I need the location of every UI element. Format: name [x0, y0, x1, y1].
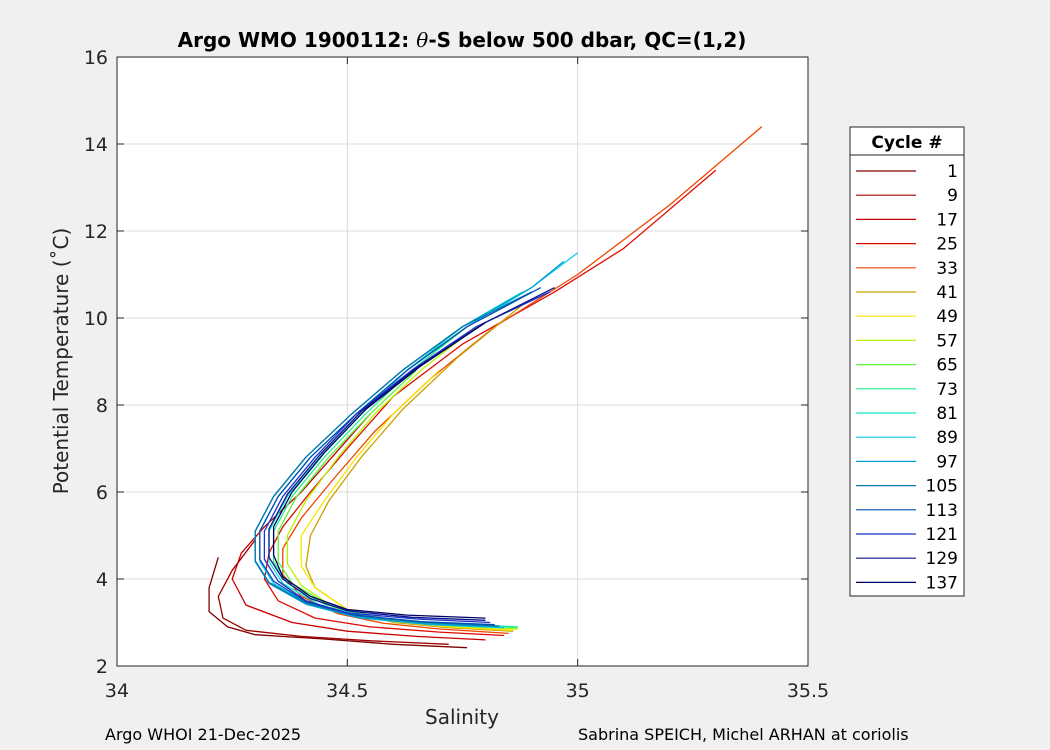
series-line-cycle-105: [254, 291, 532, 627]
legend-label-81: 81: [936, 404, 958, 424]
legend-label-105: 105: [926, 477, 958, 497]
y-tick-label: 4: [96, 569, 108, 591]
x-axis-label: Salinity: [425, 705, 499, 729]
legend-entries: 1 9 17 25 33 41 49 57 65 73 81 89 97 105 113 121 129 137: [856, 162, 958, 593]
y-tick-label: 16: [84, 47, 108, 69]
footer-right: Sabrina SPEICH, Michel ARHAN at coriolis: [578, 725, 909, 744]
y-axis: 2 4 6 8 10 12 14 16: [84, 47, 808, 678]
chart-title-prefix: Argo WMO 1900112:: [178, 28, 417, 52]
series-line-cycle-1: [208, 557, 468, 649]
legend-label-129: 129: [926, 549, 958, 569]
series-line-cycle-25: [263, 169, 717, 637]
chart-title-suffix: -S below 500 dbar, QC=(1,2): [428, 28, 746, 52]
y-tick-label: 14: [84, 134, 108, 156]
series-line-cycle-121: [263, 291, 551, 624]
plot-area: [117, 57, 808, 666]
series-line-cycle-33: [282, 126, 763, 635]
legend-label-41: 41: [936, 283, 958, 303]
legend-title: Cycle #: [871, 133, 942, 153]
legend-label-113: 113: [926, 501, 958, 521]
legend-label-25: 25: [936, 235, 958, 255]
legend-label-33: 33: [936, 259, 958, 279]
y-tick-label: 6: [96, 482, 108, 504]
series-line-cycle-41: [305, 304, 523, 632]
series-line-cycle-9: [217, 539, 449, 645]
series-line-cycle-113: [259, 287, 542, 626]
x-tick-label: 35: [566, 680, 590, 702]
series-lines: [208, 126, 763, 649]
x-tick-label: 34.5: [326, 680, 368, 702]
series-line-cycle-129: [268, 287, 555, 621]
legend-label-17: 17: [936, 210, 958, 230]
legend-label-137: 137: [926, 573, 958, 593]
y-axis-label: Potential Temperature (˚C): [49, 228, 73, 495]
y-tick-label: 12: [84, 221, 108, 243]
chart-title: Argo WMO 1900112: θ-S below 500 dbar, QC…: [178, 28, 747, 52]
footer-left: Argo WHOI 21-Dec-2025: [105, 725, 302, 744]
legend-label-57: 57: [936, 331, 958, 351]
series-line-cycle-137: [272, 321, 486, 619]
plot-frame: [116, 56, 809, 667]
legend-box: [849, 126, 965, 597]
y-tick-label: 2: [96, 656, 108, 678]
x-tick-label: 35.5: [787, 680, 829, 702]
legend-label-97: 97: [936, 452, 958, 472]
legend: Cycle # 1 9 17 25 33 41 49 57 65 73 81 89 97 105 113 12…: [849, 126, 965, 597]
legend-label-49: 49: [936, 307, 958, 327]
legend-label-1: 1: [947, 162, 958, 182]
legend-label-73: 73: [936, 380, 958, 400]
y-tick-label: 8: [96, 395, 108, 417]
y-tick-label: 10: [84, 308, 108, 330]
legend-label-89: 89: [936, 428, 958, 448]
x-axis: 34 34.5 35 35.5: [105, 57, 829, 702]
series-line-cycle-17: [231, 413, 486, 641]
legend-label-9: 9: [947, 186, 958, 206]
legend-label-65: 65: [936, 356, 958, 376]
chart-title-theta: θ: [416, 28, 428, 52]
x-tick-label: 34: [105, 680, 129, 702]
legend-label-121: 121: [926, 525, 958, 545]
